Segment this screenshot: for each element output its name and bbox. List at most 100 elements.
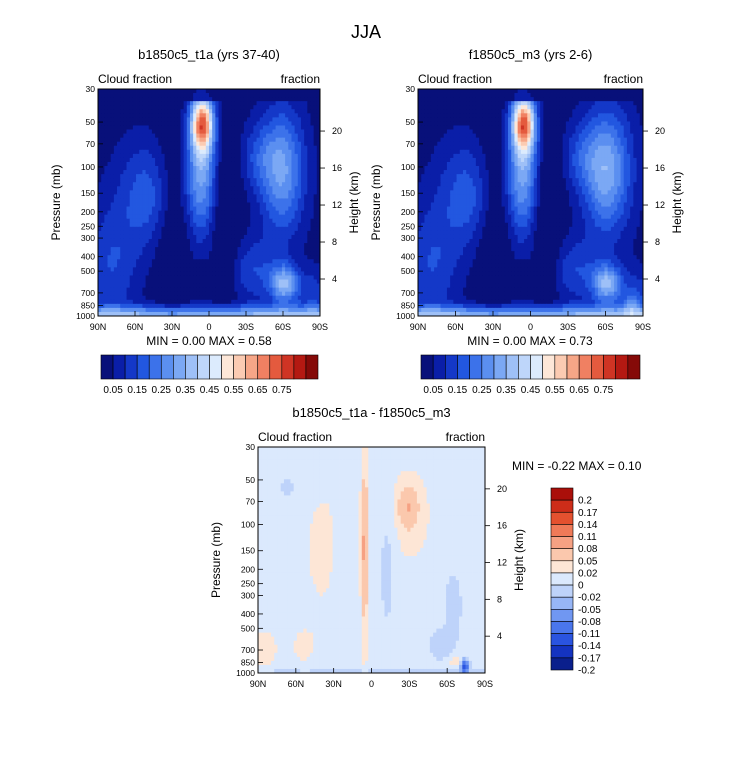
field-cell — [253, 243, 257, 248]
field-cell — [614, 137, 618, 143]
field-cell — [569, 117, 573, 122]
field-cell — [585, 89, 589, 94]
field-cell — [132, 222, 137, 228]
field-cell — [161, 303, 165, 309]
field-cell — [218, 210, 223, 216]
field-cell — [256, 166, 261, 171]
field-cell — [256, 145, 261, 151]
field-cell — [275, 161, 280, 167]
field-cell — [275, 174, 280, 179]
field-cell — [437, 113, 441, 118]
field-cell — [475, 133, 480, 139]
field-cell — [316, 259, 321, 264]
field-cell — [316, 279, 321, 284]
field-cell — [234, 117, 238, 122]
field-cell — [161, 267, 165, 272]
field-cell — [253, 303, 257, 309]
field-cell — [247, 295, 251, 301]
field-cell — [104, 247, 108, 252]
field-cell — [511, 97, 515, 102]
field-cell — [174, 186, 178, 191]
field-cell — [243, 303, 248, 309]
field-cell — [511, 137, 515, 143]
field-cell — [110, 295, 115, 301]
field-cell — [177, 161, 181, 167]
field-cell — [639, 101, 644, 106]
field-cell — [259, 161, 264, 167]
field-cell — [174, 161, 178, 167]
field-cell — [418, 133, 422, 139]
field-cell — [250, 303, 254, 309]
field-cell — [485, 117, 490, 122]
field-cell — [199, 198, 204, 203]
field-cell — [120, 230, 124, 236]
field-cell — [107, 283, 112, 289]
field-cell — [633, 109, 637, 114]
field-cell — [304, 275, 308, 280]
field-cell — [630, 101, 634, 106]
field-cell — [164, 182, 169, 187]
field-cell — [281, 133, 286, 139]
field-cell — [281, 101, 286, 106]
field-cell — [126, 182, 131, 187]
field-cell — [578, 117, 583, 122]
field-cell — [132, 275, 137, 280]
field-cell — [98, 101, 102, 106]
field-cell — [475, 141, 480, 147]
field-cell — [469, 129, 474, 134]
field-cell — [212, 109, 216, 114]
field-cell — [123, 117, 127, 122]
y-tick-label: 1000 — [76, 311, 95, 321]
field-cell — [488, 129, 493, 134]
field-cell — [151, 222, 156, 228]
field-cell — [278, 137, 283, 143]
field-cell — [424, 101, 429, 106]
page-title: JJA — [351, 22, 381, 42]
field-cell — [212, 275, 216, 280]
field-cell — [120, 166, 124, 171]
y-tick-label: 100 — [81, 162, 95, 172]
field-cell — [240, 125, 245, 130]
field-cell — [266, 198, 270, 203]
field-cell — [158, 178, 162, 183]
field-cell — [288, 113, 292, 118]
field-cell — [193, 113, 197, 118]
field-cell — [174, 234, 178, 240]
field-cell — [275, 101, 280, 106]
field-cell — [104, 307, 108, 313]
field-cell — [209, 190, 213, 195]
field-cell — [228, 230, 232, 236]
field-cell — [110, 234, 115, 240]
field-cell — [98, 105, 102, 110]
field-cell — [209, 141, 213, 147]
field-cell — [237, 226, 242, 232]
field-cell — [148, 259, 153, 264]
field-cell — [110, 145, 115, 151]
field-cell — [104, 291, 108, 297]
field-cell — [623, 129, 628, 134]
field-cell — [231, 97, 235, 102]
height-tick-label: 12 — [332, 200, 342, 210]
field-cell — [533, 121, 538, 126]
field-cell — [234, 182, 238, 187]
field-cell — [123, 166, 127, 171]
field-cell — [304, 283, 308, 289]
field-cell — [215, 101, 219, 106]
field-cell — [498, 105, 502, 110]
field-cell — [139, 214, 143, 220]
field-cell — [300, 105, 305, 110]
field-cell — [183, 145, 188, 151]
field-cell — [310, 247, 315, 252]
field-cell — [285, 121, 289, 126]
field-cell — [514, 133, 519, 139]
field-cell — [256, 218, 261, 224]
field-cell — [514, 109, 519, 114]
field-cell — [148, 101, 153, 106]
field-cell — [129, 113, 134, 118]
field-cell — [501, 113, 506, 118]
field-cell — [313, 89, 318, 94]
field-cell — [155, 214, 159, 220]
field-cell — [294, 226, 299, 232]
field-cell — [626, 121, 631, 126]
field-cell — [136, 279, 140, 284]
